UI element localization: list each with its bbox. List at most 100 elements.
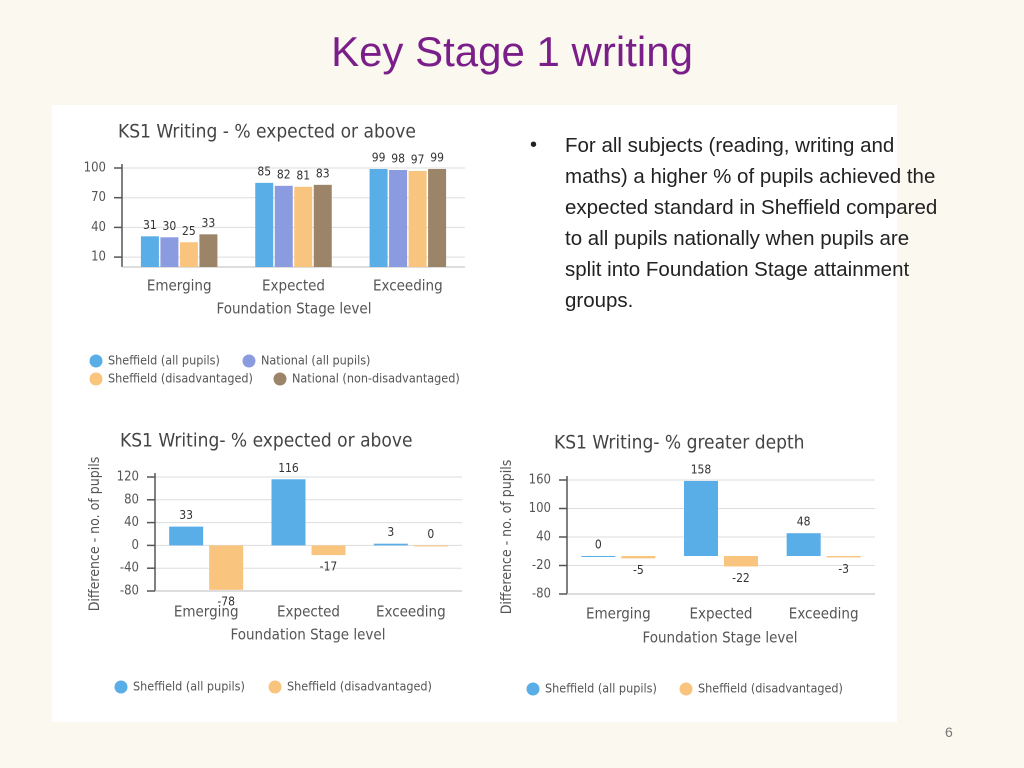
y-tick-label: 120 [117, 470, 139, 485]
bar [684, 480, 718, 556]
data-label: 0 [595, 538, 602, 552]
bar [274, 185, 293, 267]
bar [160, 237, 179, 267]
y-tick-label: -20 [532, 558, 551, 573]
x-axis-label: Foundation Stage level [643, 629, 798, 647]
x-tick-label: Exceeding [789, 605, 859, 623]
bar [255, 182, 274, 267]
x-tick-label: Emerging [147, 277, 212, 295]
bar [179, 242, 198, 267]
x-tick-label: Emerging [174, 603, 239, 621]
data-label: 3 [387, 525, 394, 539]
bar [428, 168, 447, 267]
bar [389, 169, 408, 267]
bar [209, 545, 244, 590]
legend-swatch [242, 354, 256, 368]
bar [369, 168, 388, 267]
y-tick-label: 70 [91, 190, 106, 205]
data-label: 97 [411, 152, 425, 166]
data-label: 25 [182, 224, 196, 238]
x-tick-label: Exceeding [373, 277, 443, 295]
bar [581, 556, 616, 557]
bar [826, 556, 861, 558]
data-label: -22 [732, 571, 750, 585]
x-tick-label: Expected [277, 603, 340, 621]
legend-label: Sheffield (all pupils) [133, 679, 245, 694]
bar [294, 186, 313, 267]
data-label: 30 [163, 219, 177, 233]
y-tick-label: 40 [536, 530, 551, 545]
data-label: -5 [633, 563, 644, 577]
x-tick-label: Emerging [586, 605, 651, 623]
legend-label: Sheffield (disadvantaged) [698, 681, 843, 696]
data-label: -78 [217, 594, 235, 608]
y-tick-label: 0 [132, 538, 139, 553]
data-label: 98 [391, 151, 405, 165]
chart-title: KS1 Writing- % expected or above [120, 430, 413, 452]
bar [313, 184, 332, 267]
bullet-text: For all subjects (reading, writing and m… [565, 134, 938, 312]
legend-label: Sheffield (all pupils) [108, 353, 220, 368]
bar [199, 234, 218, 267]
legend-swatch [268, 680, 282, 694]
legend-swatch [679, 682, 693, 696]
bar [413, 545, 448, 547]
y-tick-label: 80 [124, 492, 139, 507]
y-tick-label: 160 [529, 473, 551, 488]
bar [311, 545, 346, 556]
y-tick-label: 100 [84, 161, 106, 176]
page-number: 6 [945, 724, 953, 740]
legend-label: Sheffield (disadvantaged) [108, 371, 253, 386]
data-label: -17 [320, 560, 338, 574]
data-label: 158 [691, 462, 712, 476]
bar [169, 526, 204, 546]
y-axis-label: Difference - no. of pupils [499, 460, 515, 615]
data-label: 82 [277, 167, 291, 181]
y-tick-label: -40 [120, 561, 139, 576]
y-tick-label: -80 [120, 584, 139, 599]
y-tick-label: 40 [91, 220, 106, 235]
bar [140, 236, 159, 267]
bar [724, 556, 758, 567]
bar [408, 170, 427, 267]
chart-title: KS1 Writing - % expected or above [118, 121, 416, 143]
data-label: 116 [278, 461, 299, 475]
x-tick-label: Expected [262, 277, 325, 295]
bar [373, 543, 408, 546]
data-label: 99 [372, 150, 386, 164]
data-label: -3 [838, 562, 849, 576]
y-tick-label: -80 [532, 587, 551, 602]
data-label: 81 [296, 168, 310, 182]
data-label: 0 [427, 527, 434, 541]
data-label: 99 [430, 150, 444, 164]
legend-label: Sheffield (disadvantaged) [287, 679, 432, 694]
chart-title: KS1 Writing- % greater depth [554, 432, 804, 454]
legend-swatch [89, 354, 103, 368]
slide-title: Key Stage 1 writing [331, 28, 693, 75]
data-label: 31 [143, 218, 157, 232]
x-axis-label: Foundation Stage level [217, 300, 372, 318]
y-axis-label: Difference - no. of pupils [87, 457, 103, 612]
bullet-marker: • [530, 134, 538, 156]
data-label: 83 [316, 166, 330, 180]
data-label: 85 [257, 164, 271, 178]
x-axis-label: Foundation Stage level [231, 626, 386, 644]
legend-swatch [273, 372, 287, 386]
legend-label: Sheffield (all pupils) [545, 681, 657, 696]
legend-label: National (all pupils) [261, 353, 370, 368]
data-label: 33 [202, 216, 216, 230]
y-tick-label: 10 [91, 250, 106, 265]
x-tick-label: Expected [690, 605, 753, 623]
y-tick-label: 100 [529, 501, 551, 516]
y-tick-label: 40 [124, 515, 139, 530]
bar [271, 479, 306, 546]
legend-label: National (non-disadvantaged) [292, 371, 460, 386]
legend-swatch [114, 680, 128, 694]
bar [786, 533, 821, 556]
data-label: 48 [797, 515, 811, 529]
legend-swatch [89, 372, 103, 386]
x-tick-label: Exceeding [376, 603, 446, 621]
bar [621, 556, 656, 559]
